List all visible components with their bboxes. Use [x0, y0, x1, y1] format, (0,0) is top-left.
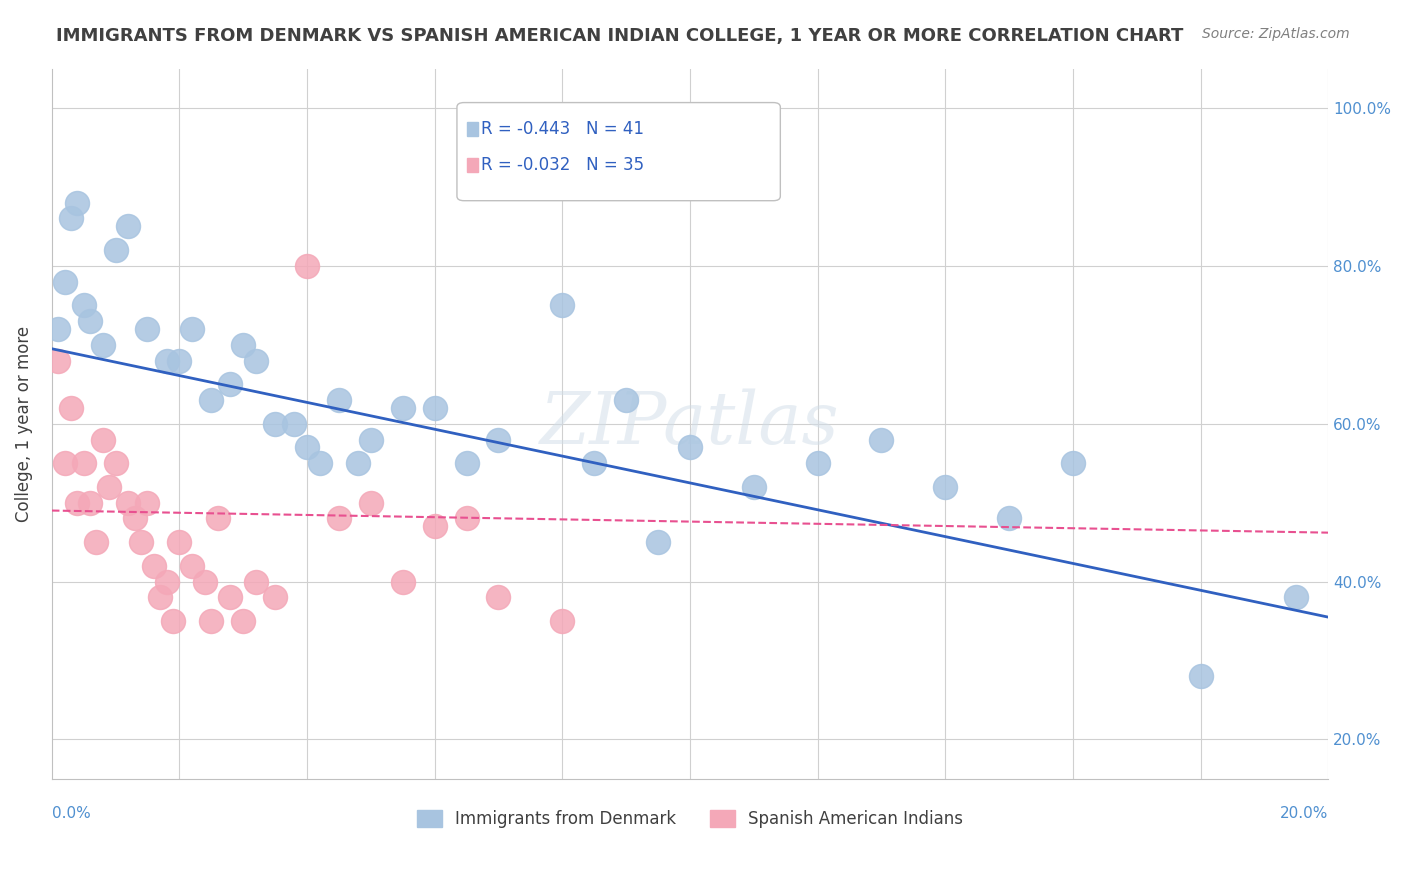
Point — [104, 243, 127, 257]
Text: IMMIGRANTS FROM DENMARK VS SPANISH AMERICAN INDIAN COLLEGE, 1 YEAR OR MORE CORRE: IMMIGRANTS FROM DENMARK VS SPANISH AMERI… — [56, 27, 1184, 45]
Point — [245, 574, 267, 589]
Point — [391, 574, 413, 589]
Point — [232, 614, 254, 628]
Point — [194, 574, 217, 589]
Point — [423, 401, 446, 415]
Point — [614, 392, 637, 407]
Text: R = -0.032   N = 35: R = -0.032 N = 35 — [481, 156, 644, 174]
Point — [142, 558, 165, 573]
Point — [79, 314, 101, 328]
Point — [742, 480, 765, 494]
Point — [328, 511, 350, 525]
Point — [117, 496, 139, 510]
Point — [347, 456, 370, 470]
Point — [1189, 669, 1212, 683]
Point — [219, 377, 242, 392]
Point — [86, 535, 108, 549]
Point — [647, 535, 669, 549]
Point — [391, 401, 413, 415]
Point — [295, 259, 318, 273]
Point — [73, 456, 96, 470]
Text: R = -0.443   N = 41: R = -0.443 N = 41 — [481, 120, 644, 138]
Point — [583, 456, 606, 470]
Point — [98, 480, 121, 494]
Point — [551, 614, 574, 628]
Legend: Immigrants from Denmark, Spanish American Indians: Immigrants from Denmark, Spanish America… — [411, 803, 970, 835]
Point — [181, 558, 204, 573]
Point — [308, 456, 330, 470]
Point — [169, 535, 191, 549]
Point — [169, 353, 191, 368]
Point — [232, 338, 254, 352]
Point — [328, 392, 350, 407]
Point — [295, 441, 318, 455]
Point — [264, 417, 287, 431]
Point — [998, 511, 1021, 525]
Point — [46, 322, 69, 336]
Point — [207, 511, 229, 525]
Point — [53, 275, 76, 289]
Point — [551, 298, 574, 312]
Point — [679, 441, 702, 455]
Point — [806, 456, 828, 470]
Point — [360, 433, 382, 447]
Point — [488, 591, 510, 605]
Point — [59, 401, 82, 415]
Point — [934, 480, 956, 494]
Point — [136, 496, 159, 510]
Point — [149, 591, 172, 605]
Point — [156, 353, 179, 368]
Point — [53, 456, 76, 470]
Point — [488, 433, 510, 447]
Point — [104, 456, 127, 470]
Point — [73, 298, 96, 312]
Text: 20.0%: 20.0% — [1279, 805, 1329, 821]
Point — [91, 433, 114, 447]
Point — [1285, 591, 1308, 605]
Point — [136, 322, 159, 336]
Point — [870, 433, 893, 447]
Point — [360, 496, 382, 510]
Point — [46, 353, 69, 368]
Point — [181, 322, 204, 336]
Point — [219, 591, 242, 605]
Point — [156, 574, 179, 589]
Text: Source: ZipAtlas.com: Source: ZipAtlas.com — [1202, 27, 1350, 41]
Point — [117, 219, 139, 234]
Point — [200, 614, 222, 628]
Text: ZIPatlas: ZIPatlas — [540, 388, 839, 459]
Point — [456, 456, 478, 470]
Point — [1062, 456, 1084, 470]
Point — [423, 519, 446, 533]
Point — [283, 417, 305, 431]
Point — [66, 496, 89, 510]
Point — [79, 496, 101, 510]
Point — [66, 195, 89, 210]
Text: 0.0%: 0.0% — [52, 805, 90, 821]
Point — [59, 211, 82, 226]
Point — [456, 511, 478, 525]
Y-axis label: College, 1 year or more: College, 1 year or more — [15, 326, 32, 522]
Point — [264, 591, 287, 605]
Point — [245, 353, 267, 368]
Point — [124, 511, 146, 525]
Point — [200, 392, 222, 407]
Point — [91, 338, 114, 352]
Point — [162, 614, 184, 628]
Point — [129, 535, 152, 549]
